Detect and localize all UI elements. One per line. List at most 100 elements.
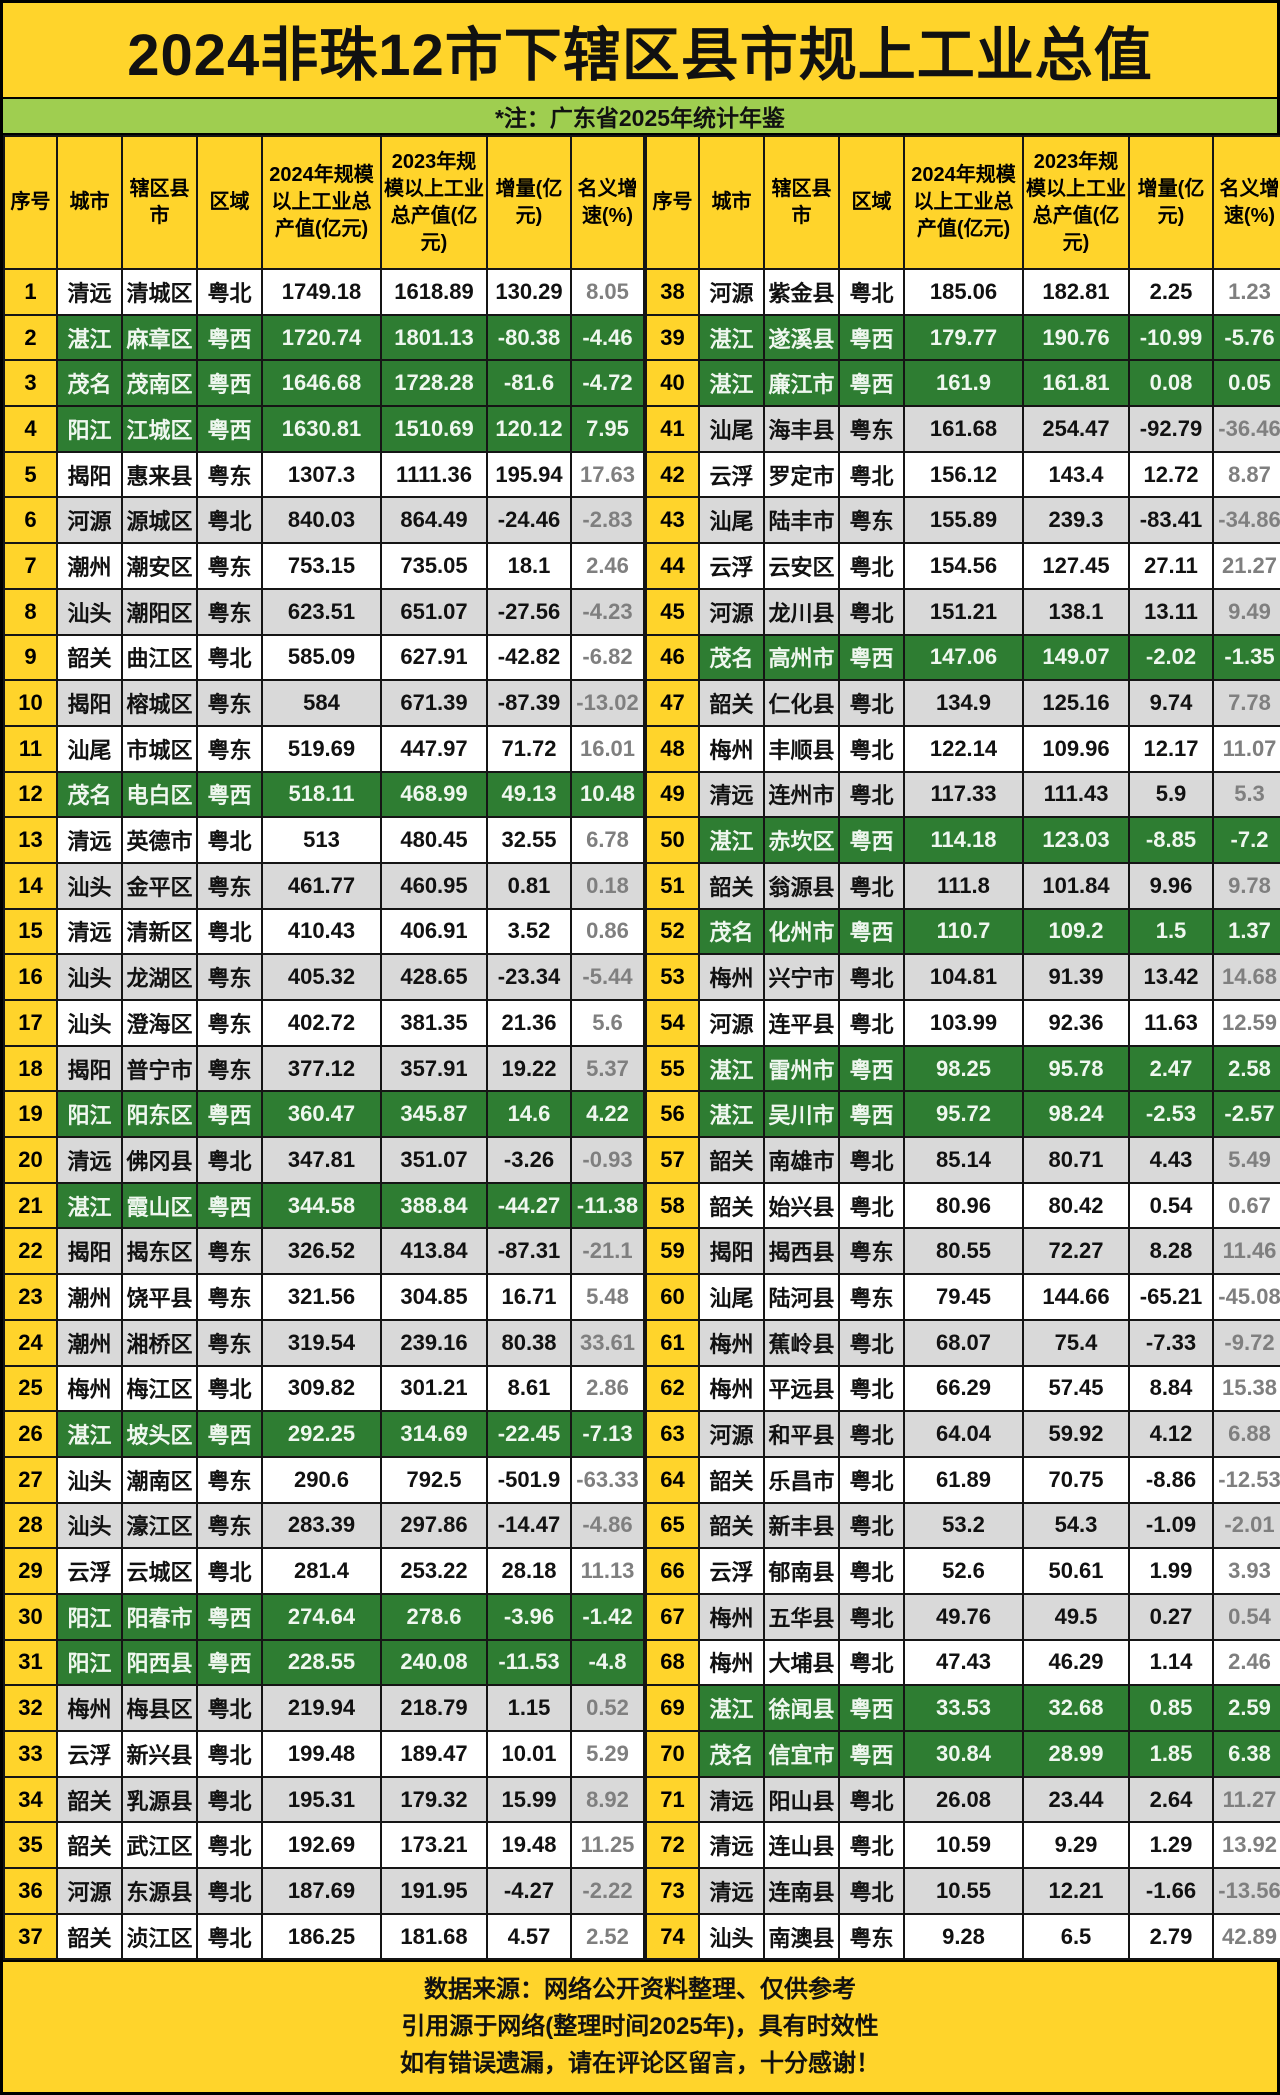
- delta-cell: 8.84: [1128, 1364, 1214, 1413]
- table-row: 23 潮州 饶平县 粤东 321.56 304.85 16.71 5.48: [3, 1273, 645, 1321]
- delta-cell: 195.94: [486, 450, 572, 499]
- value-2023-cell: 144.66: [1022, 1273, 1130, 1321]
- value-2023-cell: 447.97: [380, 724, 488, 773]
- value-2024-cell: 199.48: [261, 1730, 382, 1778]
- rank-cell: 46: [645, 633, 700, 682]
- delta-cell: 10.01: [486, 1730, 572, 1778]
- value-2024-cell: 122.14: [903, 724, 1024, 773]
- city-cell: 河源: [698, 587, 765, 636]
- rate-cell: 11.07: [1212, 724, 1280, 773]
- value-2023-cell: 314.69: [380, 1410, 488, 1458]
- district-cell: 麻章区: [121, 313, 198, 362]
- city-cell: 梅州: [56, 1364, 123, 1413]
- table-row: 10 揭阳 榕城区 粤东 584 671.39 -87.39 -13.02: [3, 679, 645, 727]
- rate-cell: 2.58: [1212, 1044, 1280, 1093]
- delta-cell: 12.17: [1128, 724, 1214, 773]
- value-2024-cell: 623.51: [261, 587, 382, 636]
- value-2024-cell: 95.72: [903, 1090, 1024, 1139]
- rate-cell: -1.42: [570, 1592, 645, 1641]
- table-row: 15 清远 清新区 粤北 410.43 406.91 3.52 0.86: [3, 907, 645, 956]
- delta-cell: -92.79: [1128, 405, 1214, 453]
- rank-cell: 20: [3, 1136, 58, 1184]
- table-row: 62 梅州 平远县 粤北 66.29 57.45 8.84 15.38: [645, 1364, 1280, 1413]
- delta-cell: 0.81: [486, 861, 572, 910]
- table-row: 72 清远 连山县 粤北 10.59 9.29 1.29 13.92: [645, 1821, 1280, 1870]
- city-cell: 湛江: [698, 1090, 765, 1139]
- table-row: 4 阳江 江城区 粤西 1630.81 1510.69 120.12 7.95: [3, 405, 645, 453]
- rank-cell: 35: [3, 1821, 58, 1870]
- value-2023-cell: 80.71: [1022, 1136, 1130, 1184]
- col-header-2024-value: 2024年规模以上工业总产值(亿元): [903, 135, 1024, 270]
- rate-cell: 4.22: [570, 1090, 645, 1139]
- delta-cell: -44.27: [486, 1181, 572, 1230]
- value-2023-cell: 75.4: [1022, 1318, 1130, 1367]
- city-cell: 阳江: [56, 1592, 123, 1641]
- city-cell: 清远: [56, 268, 123, 316]
- value-2024-cell: 195.31: [261, 1775, 382, 1824]
- district-cell: 濠江区: [121, 1501, 198, 1550]
- rate-cell: -6.82: [570, 633, 645, 682]
- value-2024-cell: 61.89: [903, 1455, 1024, 1504]
- city-cell: 潮州: [56, 1318, 123, 1367]
- city-cell: 清远: [698, 770, 765, 819]
- table-row: 56 湛江 吴川市 粤西 95.72 98.24 -2.53 -2.57: [645, 1090, 1280, 1139]
- value-2024-cell: 114.18: [903, 816, 1024, 864]
- delta-cell: 0.54: [1128, 1181, 1214, 1230]
- region-cell: 粤北: [838, 1547, 905, 1595]
- city-cell: 汕尾: [56, 724, 123, 773]
- district-cell: 仁化县: [763, 679, 840, 727]
- table-row: 50 湛江 赤坎区 粤西 114.18 123.03 -8.85 -7.2: [645, 816, 1280, 864]
- value-2024-cell: 753.15: [261, 542, 382, 590]
- district-cell: 陆丰市: [763, 496, 840, 545]
- table-right-half: 序号 城市 辖区县市 区域 2024年规模以上工业总产值(亿元) 2023年规模…: [645, 135, 1280, 1961]
- table-row: 68 梅州 大埔县 粤北 47.43 46.29 1.14 2.46: [645, 1638, 1280, 1687]
- city-cell: 梅州: [698, 1592, 765, 1641]
- region-cell: 粤西: [838, 816, 905, 864]
- rank-cell: 18: [3, 1044, 58, 1093]
- delta-cell: 3.52: [486, 907, 572, 956]
- delta-cell: 8.28: [1128, 1227, 1214, 1276]
- table-row: 69 湛江 徐闻县 粤西 33.53 32.68 0.85 2.59: [645, 1684, 1280, 1732]
- delta-cell: -23.34: [486, 953, 572, 1001]
- rate-cell: 13.92: [1212, 1821, 1280, 1870]
- value-2024-cell: 147.06: [903, 633, 1024, 682]
- value-2024-cell: 156.12: [903, 450, 1024, 499]
- value-2024-cell: 274.64: [261, 1592, 382, 1641]
- table-row: 59 揭阳 揭西县 粤东 80.55 72.27 8.28 11.46: [645, 1227, 1280, 1276]
- col-header-2024-value: 2024年规模以上工业总产值(亿元): [261, 135, 382, 270]
- district-cell: 信宜市: [763, 1730, 840, 1778]
- district-cell: 曲江区: [121, 633, 198, 682]
- district-cell: 霞山区: [121, 1181, 198, 1230]
- rank-cell: 56: [645, 1090, 700, 1139]
- region-cell: 粤北: [838, 724, 905, 773]
- region-cell: 粤东: [196, 679, 263, 727]
- district-cell: 乐昌市: [763, 1455, 840, 1504]
- value-2024-cell: 68.07: [903, 1318, 1024, 1367]
- region-cell: 粤北: [196, 1730, 263, 1778]
- value-2024-cell: 117.33: [903, 770, 1024, 819]
- delta-cell: -8.85: [1128, 816, 1214, 864]
- col-header-rate: 名义增速(%): [570, 135, 645, 270]
- region-cell: 粤北: [196, 1775, 263, 1824]
- rank-cell: 31: [3, 1638, 58, 1687]
- rank-cell: 57: [645, 1136, 700, 1184]
- rate-cell: -2.83: [570, 496, 645, 545]
- delta-cell: 71.72: [486, 724, 572, 773]
- value-2023-cell: 6.5: [1022, 1912, 1130, 1961]
- rank-cell: 21: [3, 1181, 58, 1230]
- rank-cell: 33: [3, 1730, 58, 1778]
- value-2023-cell: 1618.89: [380, 268, 488, 316]
- region-cell: 粤北: [838, 268, 905, 316]
- value-2023-cell: 49.5: [1022, 1592, 1130, 1641]
- value-2023-cell: 138.1: [1022, 587, 1130, 636]
- delta-cell: 27.11: [1128, 542, 1214, 590]
- value-2024-cell: 377.12: [261, 1044, 382, 1093]
- rank-cell: 8: [3, 587, 58, 636]
- rank-cell: 68: [645, 1638, 700, 1687]
- district-cell: 丰顺县: [763, 724, 840, 773]
- table-row: 28 汕头 濠江区 粤东 283.39 297.86 -14.47 -4.86: [3, 1501, 645, 1550]
- value-2023-cell: 54.3: [1022, 1501, 1130, 1550]
- value-2023-cell: 1111.36: [380, 450, 488, 499]
- region-cell: 粤东: [196, 1227, 263, 1276]
- district-cell: 英德市: [121, 816, 198, 864]
